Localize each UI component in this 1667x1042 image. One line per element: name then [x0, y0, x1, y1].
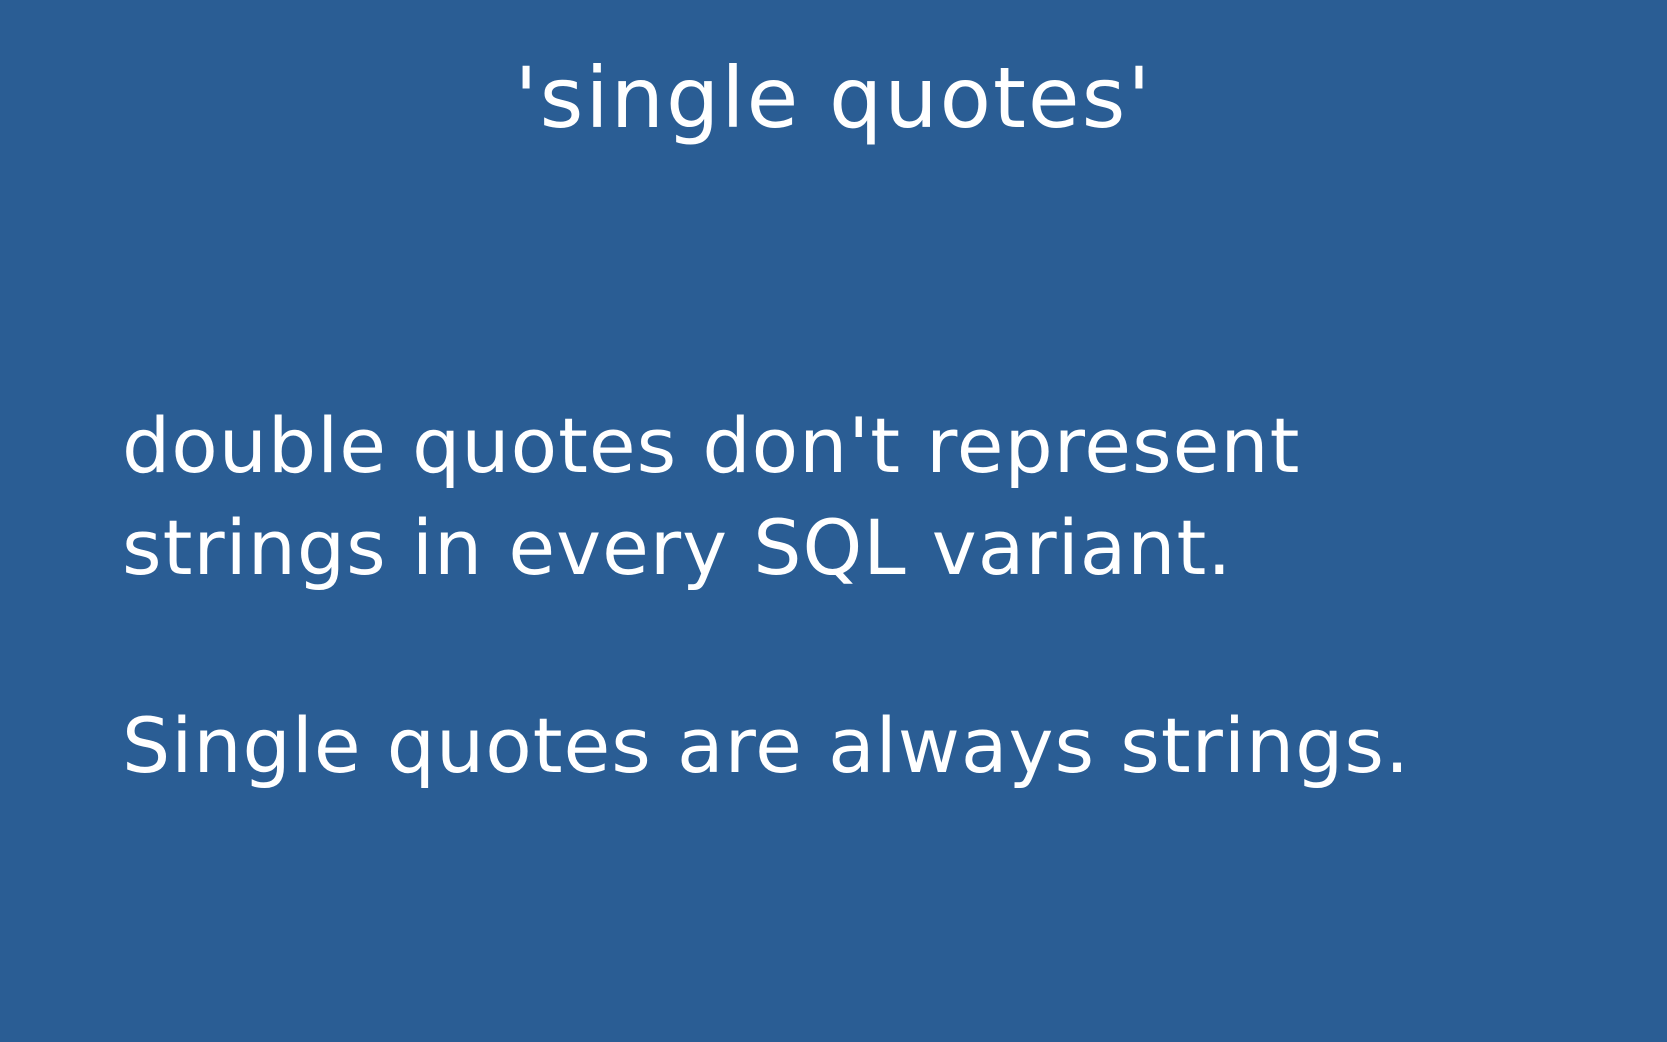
slide-title: 'single quotes' — [514, 49, 1153, 147]
body-line-1: double quotes don't represent — [122, 401, 1301, 490]
body-line-2: strings in every SQL variant. — [122, 503, 1233, 592]
body-line-3: Single quotes are always strings. — [122, 701, 1411, 790]
